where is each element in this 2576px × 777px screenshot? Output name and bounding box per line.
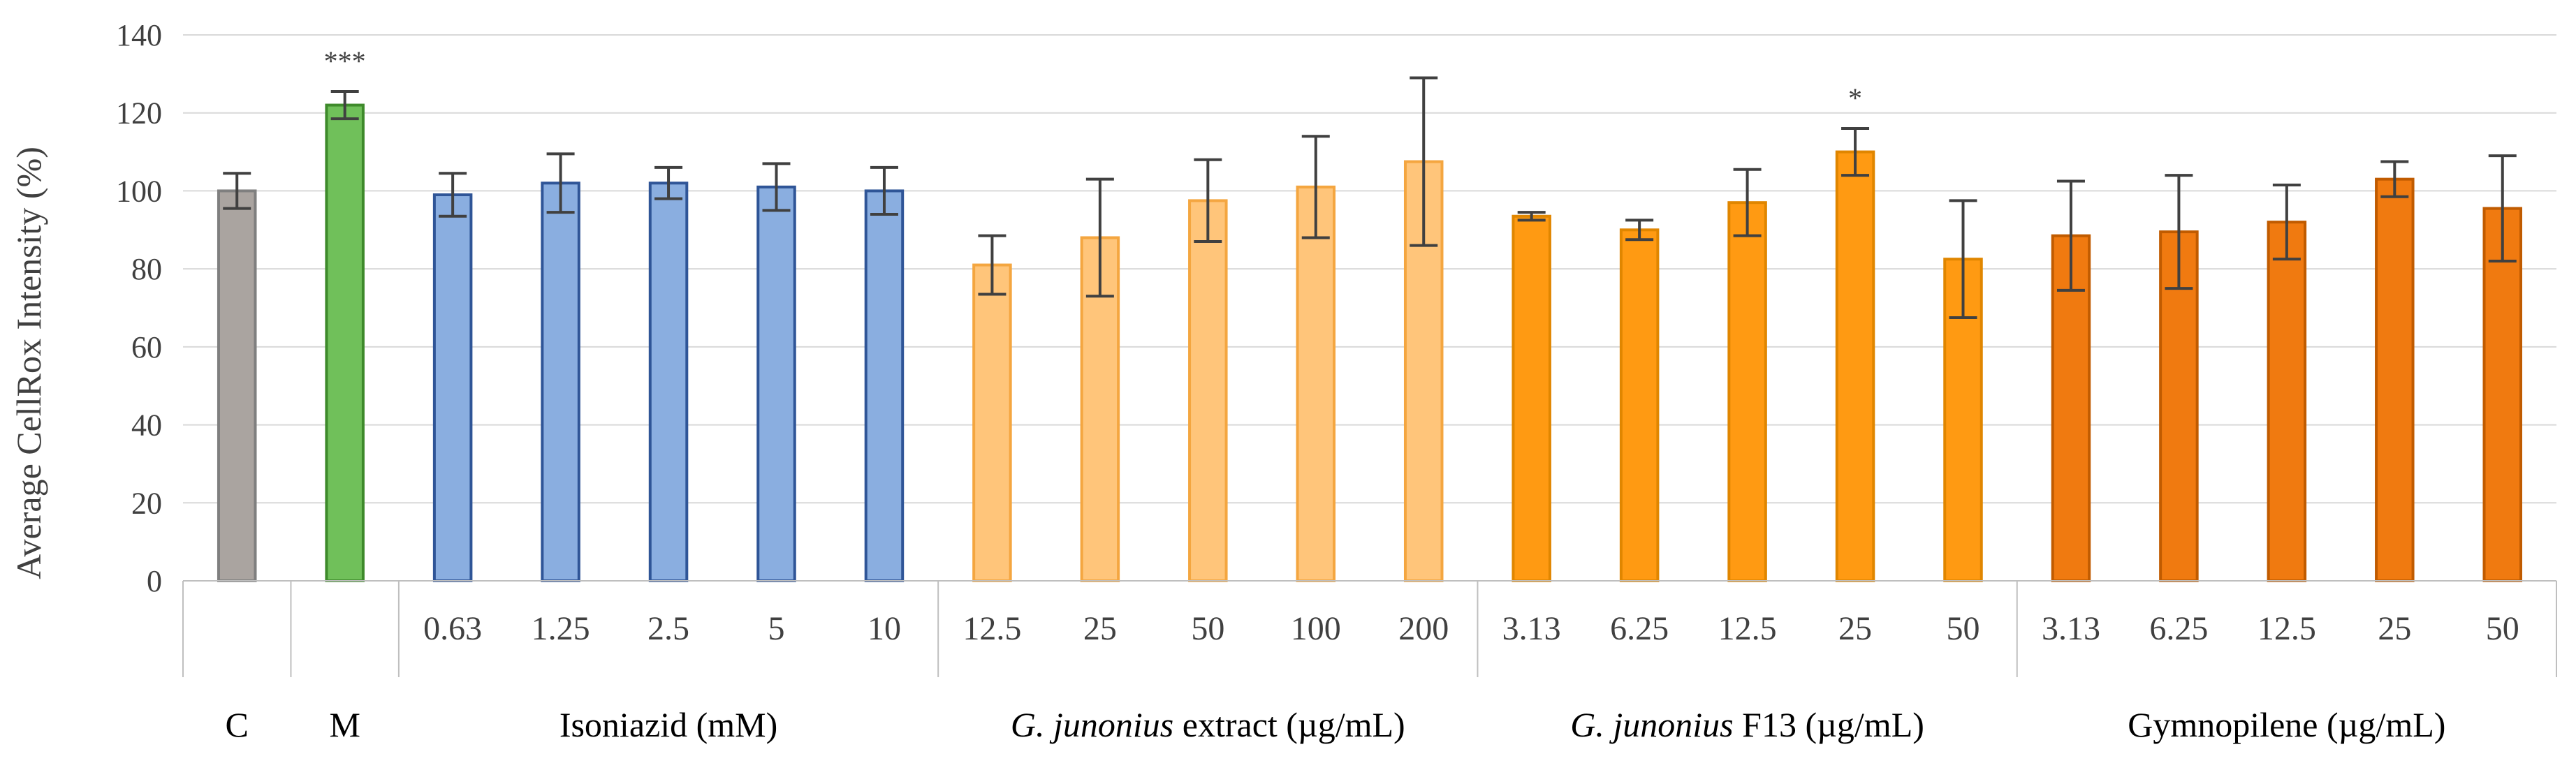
x-tick-label: 5 [768, 610, 785, 647]
group-label: M [329, 705, 360, 744]
group-label: Gymnopilene (µg/mL) [2128, 705, 2445, 744]
x-tick-label: 6.25 [2149, 610, 2208, 647]
x-tick-label: 50 [1947, 610, 1980, 647]
x-tick-label: 12.5 [1718, 610, 1777, 647]
bar [541, 182, 580, 582]
bar [2267, 221, 2307, 583]
group-label: G. junonius F13 (µg/mL) [1570, 705, 1924, 744]
x-tick-label: 3.13 [2042, 610, 2100, 647]
bar [2375, 177, 2415, 582]
y-tick-label: 120 [116, 96, 162, 131]
bar [1619, 228, 1660, 582]
x-tick-label: 100 [1291, 610, 1341, 647]
x-tick-label: 1.25 [532, 610, 590, 647]
x-tick-label: 12.5 [2257, 610, 2316, 647]
x-tick-label: 50 [2486, 610, 2519, 647]
x-tick-label: 50 [1191, 610, 1224, 647]
bar [1835, 150, 1875, 583]
bar [2159, 230, 2199, 582]
y-axis-label: Average CellRox Intensity (%) [9, 147, 48, 579]
category-table: C M 0.63 1.25 2.5 5 10 Isoniazid (mM) 12.5 25 50 10… [182, 580, 2557, 744]
x-tick-label: 0.63 [423, 610, 482, 647]
y-tick-label: 100 [116, 174, 162, 208]
significance-label: *** [324, 45, 366, 77]
x-tick-label: 6.25 [1610, 610, 1669, 647]
bar [972, 263, 1012, 582]
bar [756, 185, 796, 583]
x-tick-label: 12.5 [963, 610, 1021, 647]
y-tick-label: 60 [131, 330, 162, 364]
bar [1512, 214, 1551, 582]
x-tick-label: 10 [868, 610, 901, 647]
x-tick-label: 2.5 [647, 610, 689, 647]
x-tick-label: 200 [1398, 610, 1449, 647]
bar [864, 189, 905, 582]
bar [2051, 234, 2091, 582]
bar [217, 189, 257, 582]
x-tick-label: 25 [1083, 610, 1117, 647]
gridlines [183, 34, 2556, 504]
bar [2482, 207, 2523, 583]
bar [1296, 185, 1336, 583]
group-label: G. junonius extract (µg/mL) [1011, 705, 1405, 744]
x-tick-label: 3.13 [1502, 610, 1561, 647]
bar [648, 182, 689, 582]
bar [432, 193, 473, 582]
y-tick-label: 80 [131, 252, 162, 286]
x-tick-label: 25 [2378, 610, 2411, 647]
bars: **** [217, 45, 2523, 583]
y-tick-label: 140 [116, 18, 162, 52]
y-tick-label: 0 [147, 564, 162, 598]
y-tick-label: 40 [131, 408, 162, 443]
bar [325, 103, 365, 583]
y-axis: 0 20 40 60 80 100 120 140 [116, 18, 162, 598]
y-tick-label: 20 [131, 486, 162, 520]
bar [1188, 199, 1228, 582]
bar [1727, 201, 1767, 582]
group-label: C [226, 705, 249, 744]
group-label: Isoniazid (mM) [559, 705, 777, 744]
significance-label: * [1848, 82, 1862, 114]
x-tick-label: 25 [1838, 610, 1872, 647]
